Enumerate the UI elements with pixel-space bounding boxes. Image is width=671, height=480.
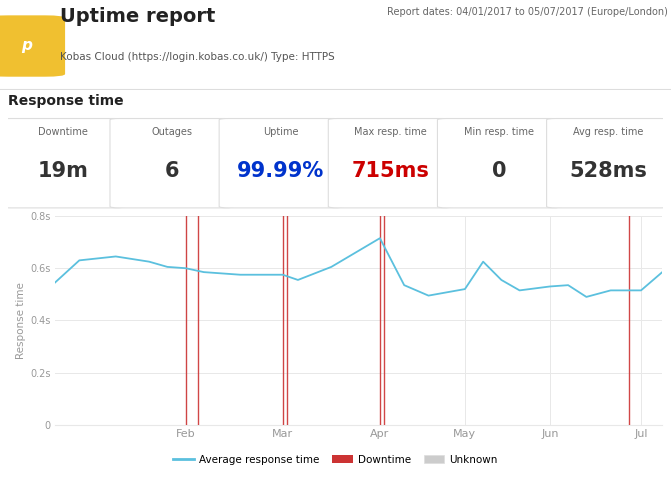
Text: 0: 0 [492,161,507,181]
Text: Min resp. time: Min resp. time [464,128,534,137]
Text: 528ms: 528ms [570,161,648,181]
Text: p: p [21,37,32,53]
Text: Report dates: 04/01/2017 to 05/07/2017 (Europe/London): Report dates: 04/01/2017 to 05/07/2017 (… [386,7,668,17]
Text: 6: 6 [164,161,179,181]
Text: Max resp. time: Max resp. time [354,128,427,137]
Text: Response time: Response time [8,94,123,108]
Text: 715ms: 715ms [351,161,429,181]
Legend: Average response time, Downtime, Unknown: Average response time, Downtime, Unknown [169,450,502,469]
Text: Uptime report: Uptime report [60,7,216,26]
FancyBboxPatch shape [1,119,124,208]
FancyBboxPatch shape [437,119,561,208]
Text: Kobas Cloud (https://login.kobas.co.uk/) Type: HTTPS: Kobas Cloud (https://login.kobas.co.uk/)… [60,52,335,62]
Y-axis label: Response time: Response time [16,282,26,359]
FancyBboxPatch shape [328,119,452,208]
FancyBboxPatch shape [110,119,234,208]
Text: Outages: Outages [151,128,193,137]
Text: 19m: 19m [37,161,88,181]
Text: Uptime: Uptime [263,128,299,137]
FancyBboxPatch shape [219,119,343,208]
Text: Downtime: Downtime [38,128,87,137]
FancyBboxPatch shape [0,15,65,77]
FancyBboxPatch shape [547,119,670,208]
Text: 99.99%: 99.99% [238,161,325,181]
Text: Avg resp. time: Avg resp. time [573,128,643,137]
